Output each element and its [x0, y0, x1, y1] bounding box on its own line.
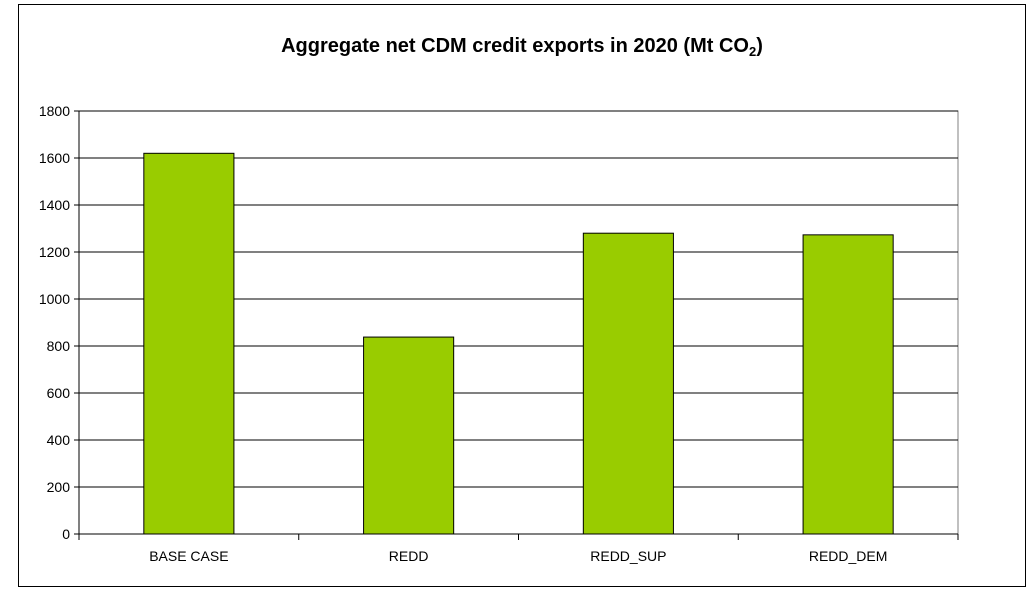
y-tick-label: 1600	[39, 150, 70, 166]
x-tick-label: REDD_DEM	[809, 548, 888, 564]
y-tick-label: 400	[47, 432, 71, 448]
x-tick-label: REDD	[389, 548, 429, 564]
y-tick-label: 1400	[39, 197, 70, 213]
x-tick-label: BASE CASE	[149, 548, 228, 564]
y-tick-label: 600	[47, 385, 71, 401]
y-tick-label: 1800	[39, 103, 70, 119]
chart-title-end: )	[756, 35, 763, 57]
y-tick-label: 800	[47, 338, 71, 354]
y-tick-label: 0	[62, 526, 70, 542]
chart-title-main: Aggregate net CDM credit exports in 2020…	[281, 35, 749, 57]
bar	[363, 336, 455, 535]
bar	[143, 152, 235, 535]
y-tick-label: 1200	[39, 244, 70, 260]
x-tick-label: REDD_SUP	[590, 548, 666, 564]
bar	[582, 232, 674, 535]
y-tick-label: 200	[47, 479, 71, 495]
chart-title: Aggregate net CDM credit exports in 2020…	[19, 35, 1025, 58]
chart-title-subscript: 2	[748, 44, 757, 59]
y-tick-label: 1000	[39, 291, 70, 307]
bar	[802, 234, 894, 535]
